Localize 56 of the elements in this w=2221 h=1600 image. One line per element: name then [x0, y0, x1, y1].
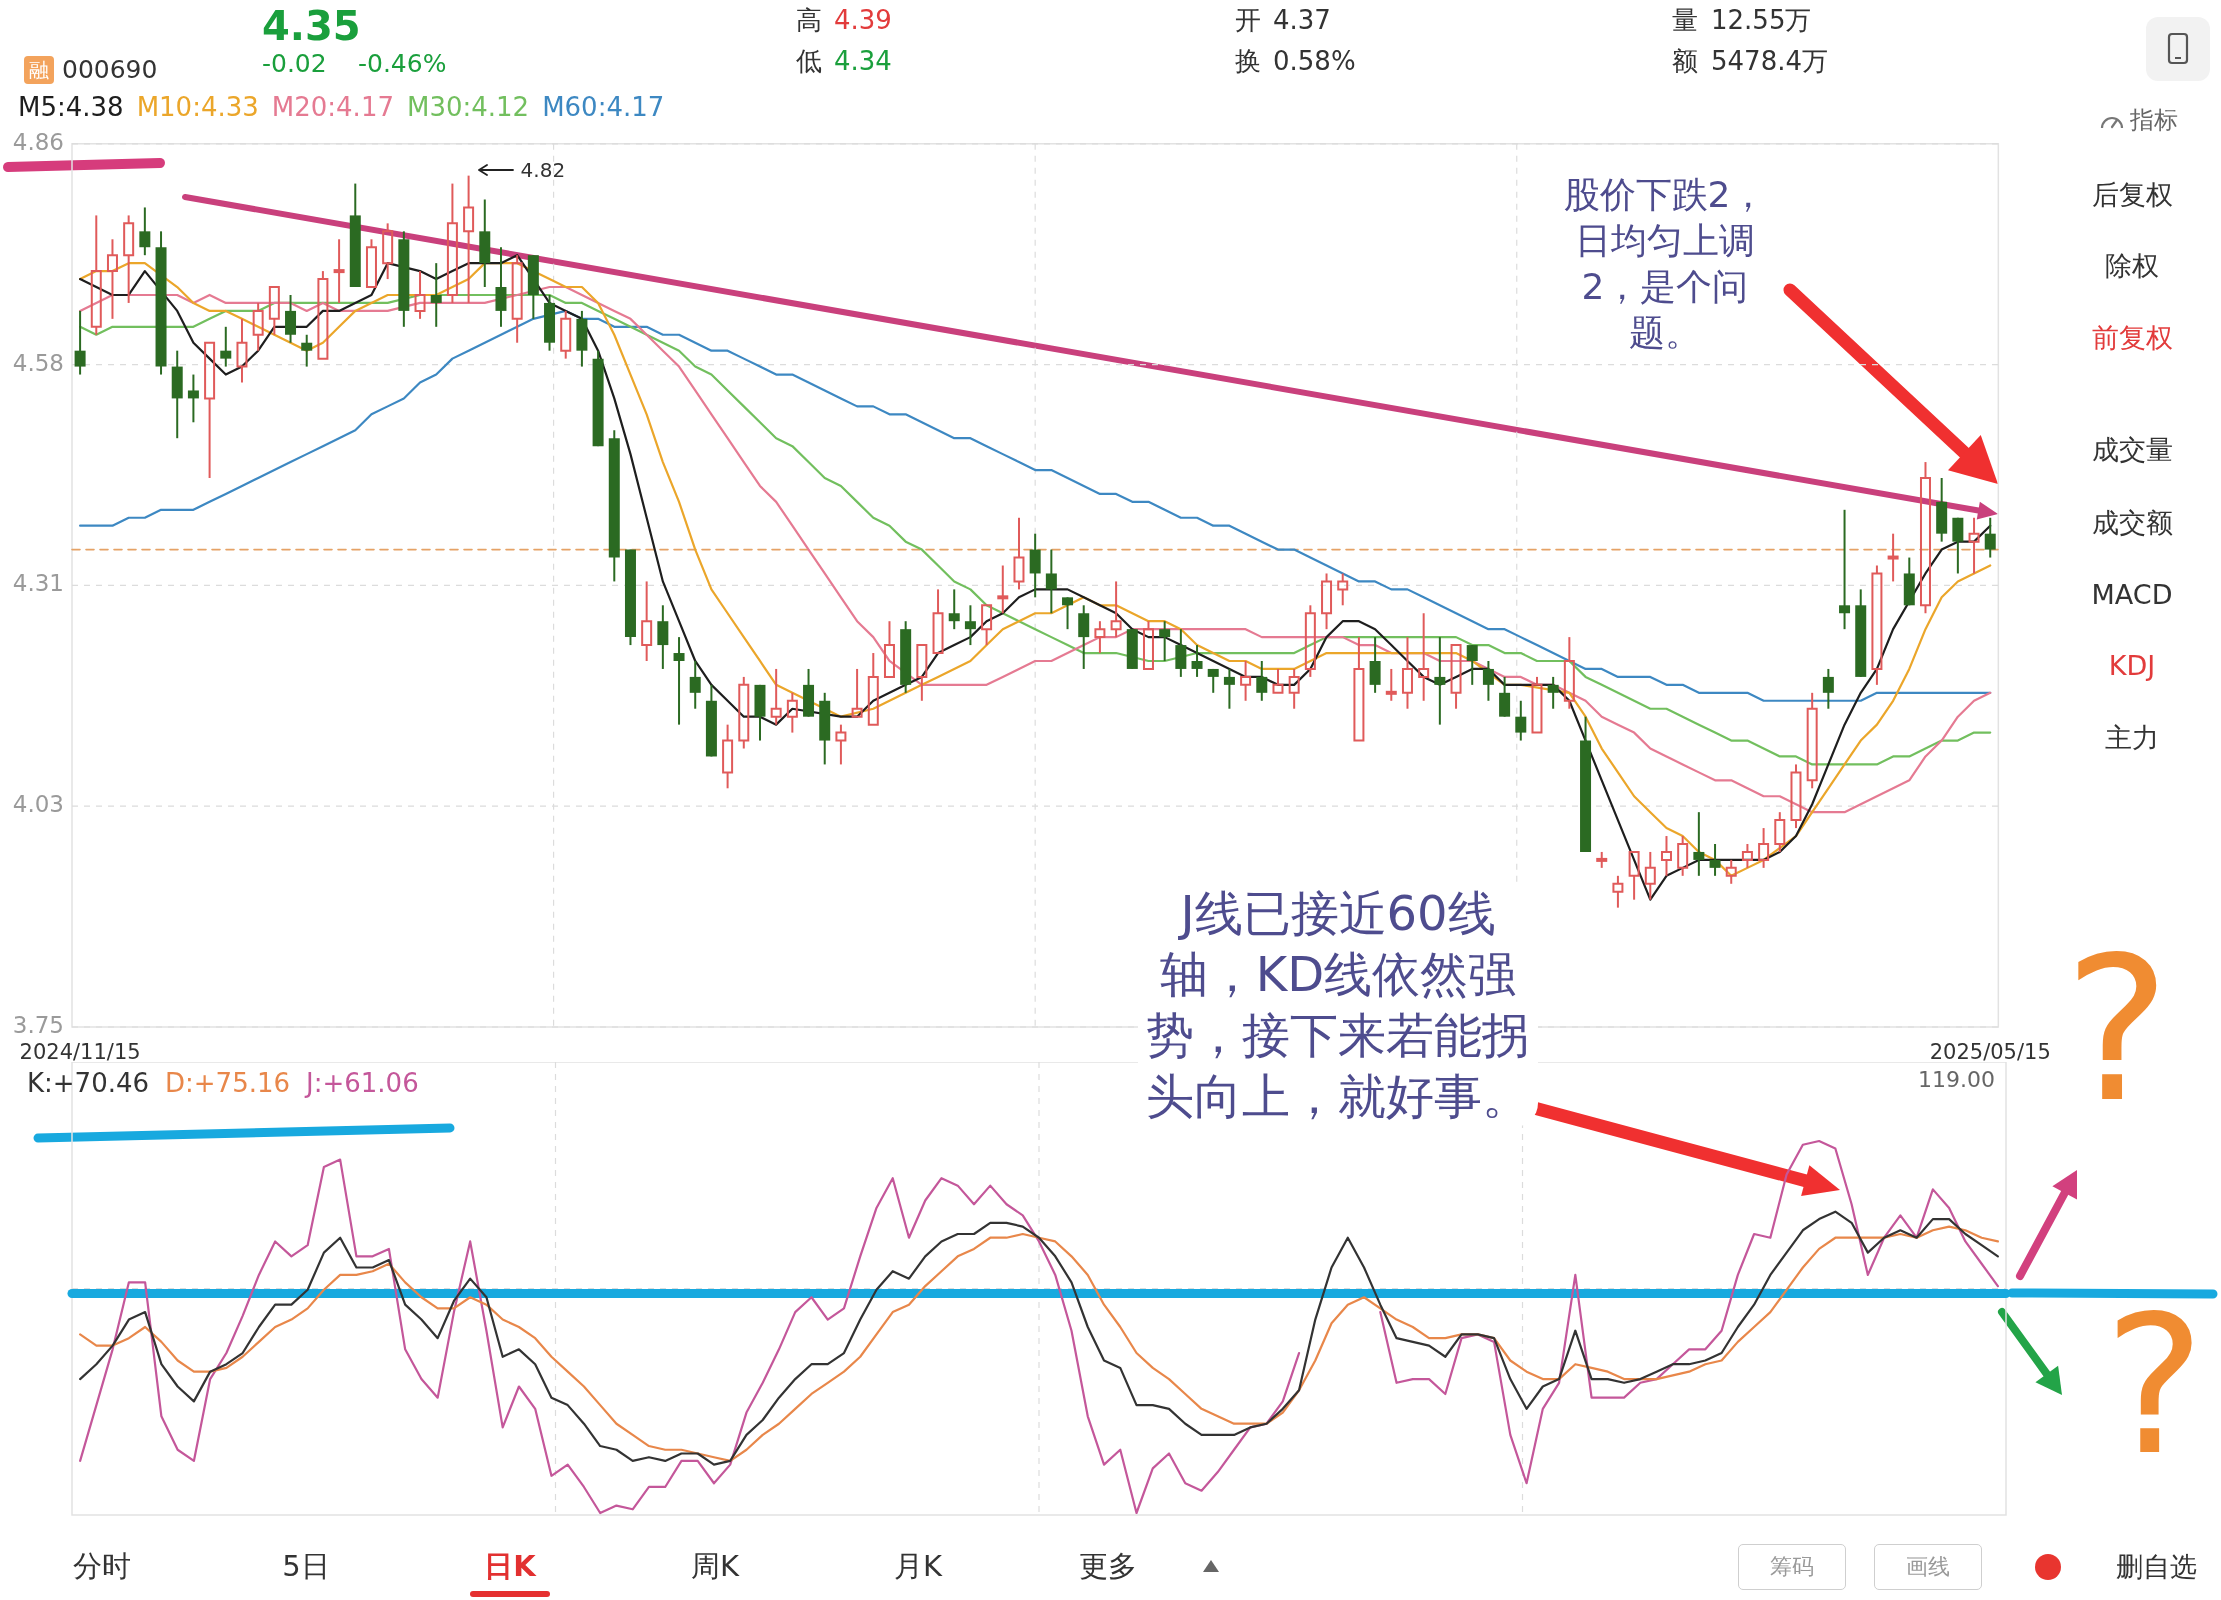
text: 融 [29, 57, 49, 82]
text: M5:4.38 [18, 92, 124, 122]
text: 成交额 [2091, 507, 2173, 539]
text: 119.00 [1918, 1067, 1995, 1094]
text: 5日 [282, 1549, 330, 1584]
text: 量 [1672, 5, 1698, 36]
text: 开 [1235, 5, 1261, 36]
text: 4.39 [834, 5, 892, 36]
text: 000690 [62, 54, 158, 85]
annotation: J线已接近60线轴，KD线依然强势，接下来若能拐头向上，就好事。 [1138, 883, 1538, 1127]
text: 额 [1672, 46, 1698, 77]
text: 主力 [2105, 722, 2159, 754]
y-tick-label: 4.86 [12, 128, 64, 155]
text: 周K [690, 1549, 740, 1584]
text: M60:4.17 [542, 92, 665, 122]
y-tick-label: 4.58 [12, 349, 64, 376]
text: 日K [484, 1549, 536, 1584]
text: 4.35 [262, 3, 361, 49]
text: 分时 [73, 1549, 131, 1584]
text: 月K [893, 1549, 943, 1584]
x-tick-label: 2025/05/15 [1929, 1040, 2051, 1065]
text: 成交量 [2091, 434, 2173, 466]
text: 前复权 [2091, 322, 2173, 354]
x-tick-label: 2024/11/15 [19, 1040, 141, 1065]
y-tick-label: 4.03 [12, 791, 64, 818]
text: 画线 [1906, 1554, 1950, 1580]
text: 4.37 [1273, 5, 1331, 36]
text: 5478.4万 [1711, 46, 1828, 77]
text: 0.58% [1273, 46, 1356, 77]
text: -0.02 [262, 48, 327, 79]
text: 换 [1235, 46, 1261, 77]
text: K:+70.46 [27, 1068, 150, 1098]
text: M20:4.17 [271, 92, 394, 122]
text: 后复权 [2091, 179, 2173, 211]
text: 筹码 [1770, 1554, 1814, 1580]
text: D:+75.16 [165, 1068, 291, 1098]
text: KDJ [2108, 650, 2156, 682]
text: 12.55万 [1711, 5, 1812, 36]
text: -0.46% [358, 48, 447, 79]
annotation: 4.82 [520, 157, 566, 182]
text: 4.34 [834, 46, 892, 77]
text: 低 [796, 46, 822, 77]
text: J:+61.06 [306, 1068, 419, 1098]
text: 除权 [2105, 250, 2159, 282]
text: MACD [2091, 579, 2173, 611]
text: 指标 [2130, 106, 2178, 135]
text: ? [2104, 1276, 2205, 1497]
text: 高 [796, 5, 822, 36]
text: 删自选 [2115, 1551, 2197, 1583]
text: M10:4.33 [136, 92, 259, 122]
text: 更多 [1079, 1549, 1137, 1584]
y-tick-label: 4.31 [12, 570, 64, 597]
text: M30:4.12 [406, 92, 530, 122]
y-tick-label: 3.75 [12, 1011, 64, 1038]
annotation: 股价下跌2，日均匀上调2，是个问题。 [1557, 172, 1773, 356]
text: ? [2064, 913, 2171, 1146]
